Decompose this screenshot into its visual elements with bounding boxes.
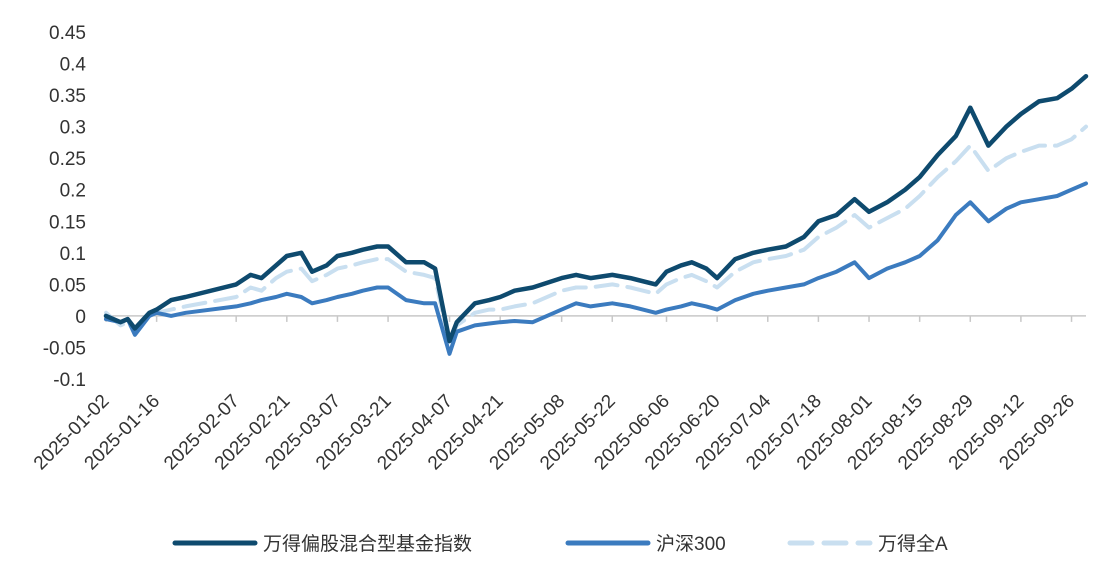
y-tick-label: 0.05 bbox=[49, 275, 86, 296]
y-tick-label: 0.15 bbox=[49, 212, 86, 233]
y-tick-label: -0.1 bbox=[53, 370, 86, 391]
series-line bbox=[103, 73, 1089, 344]
y-tick-label: 0.45 bbox=[49, 23, 86, 44]
legend-label: 万得偏股混合型基金指数 bbox=[263, 533, 472, 555]
y-tick-label: 0.1 bbox=[60, 244, 86, 265]
y-tick-label: 0.3 bbox=[60, 118, 86, 139]
y-axis: -0.1 -0.05 0 0.05 0.1 0.15 0.2 0.25 0.3 0.35 0.4 0.… bbox=[43, 23, 87, 391]
series-layer bbox=[103, 73, 1089, 356]
series-line bbox=[104, 124, 1088, 347]
legend: 万得偏股混合型基金指数 沪深300 万得全A bbox=[172, 533, 948, 555]
series-line bbox=[104, 181, 1088, 356]
y-tick-label: -0.05 bbox=[43, 338, 86, 359]
y-tick-label: 0.2 bbox=[60, 181, 86, 202]
legend-label: 万得全A bbox=[878, 533, 948, 555]
y-tick-label: 0 bbox=[75, 307, 86, 328]
legend-label: 沪深300 bbox=[656, 533, 726, 555]
y-tick-label: 0.4 bbox=[60, 55, 87, 76]
x-axis: 2025-01-022025-01-162025-02-072025-02-21… bbox=[30, 315, 1086, 474]
y-tick-label: 0.25 bbox=[49, 149, 86, 170]
y-tick-label: 0.35 bbox=[49, 86, 86, 107]
